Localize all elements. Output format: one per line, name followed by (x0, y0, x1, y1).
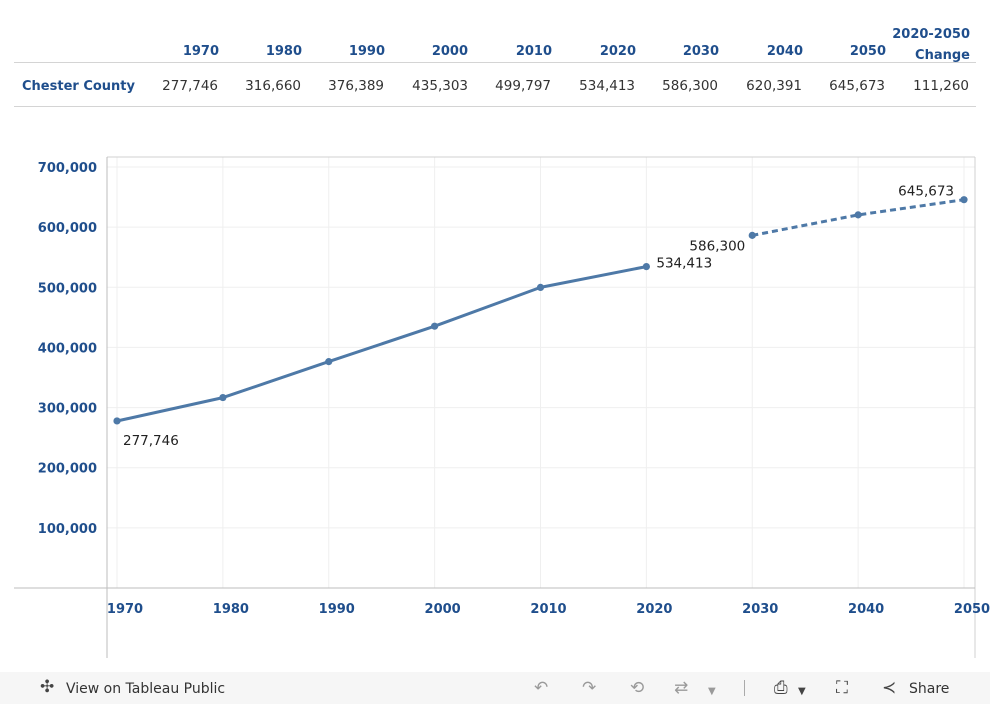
data-point-1970[interactable] (113, 417, 121, 425)
column-header-2020: 2020 (599, 44, 636, 59)
data-point-2050[interactable] (960, 196, 968, 204)
share-icon[interactable]: ≺ (882, 678, 897, 698)
x-tick-label: 2030 (742, 602, 778, 617)
redo-icon[interactable]: ↷ (582, 678, 597, 698)
chevron-down-icon[interactable]: ▼ (708, 686, 716, 697)
download-icon[interactable]: ⎙ (774, 678, 788, 698)
cell-2020: 534,413 (579, 78, 635, 94)
change-header-line1: 2020-2050 (892, 27, 970, 42)
toolbar-separator (744, 680, 745, 696)
x-tick-label: 2000 (425, 602, 461, 617)
cell-1970: 277,746 (162, 78, 218, 94)
x-tick-label: 2020 (636, 602, 672, 617)
x-tick-label: 1990 (319, 602, 355, 617)
data-point-1980[interactable] (219, 393, 227, 402)
y-tick-label: 100,000 (38, 522, 97, 537)
series-line-dashed (752, 198, 965, 237)
y-tick-label: 700,000 (38, 161, 97, 176)
change-header-line2: Change (915, 48, 970, 63)
column-header-2000: 2000 (431, 44, 468, 59)
share-button[interactable]: Share (909, 681, 950, 697)
tableau-toolbar: ✣ View on Tableau Public ↶ ↷ ⟲ ⇄ ▼ ⎙ ▼ ⛶… (0, 672, 990, 704)
cell-2000: 435,303 (412, 78, 468, 94)
data-point-2010[interactable] (536, 283, 545, 292)
data-label-2030: 586,300 (689, 238, 745, 254)
data-table: 1970 1980 1990 2000 2010 2020 2030 2040 … (0, 0, 990, 110)
data-point-2040[interactable] (854, 211, 862, 219)
cell-1990: 376,389 (328, 78, 384, 94)
x-tick-label: 1980 (213, 602, 249, 617)
data-label-1970: 277,746 (123, 433, 179, 449)
y-tick-label: 400,000 (38, 341, 97, 356)
cell-2040: 620,391 (746, 78, 802, 94)
column-header-1980: 1980 (265, 44, 302, 59)
population-line-chart: 100,000 200,000 300,000 400,000 500,000 600,0… (14, 156, 990, 658)
series-lines (113, 196, 968, 425)
data-point-1990[interactable] (325, 358, 333, 366)
data-label-2050: 645,673 (898, 184, 954, 200)
data-label-2020: 534,413 (656, 256, 712, 272)
grid-lines (107, 157, 975, 588)
x-tick-label: 2050 (954, 602, 990, 617)
data-point-2030[interactable] (748, 231, 756, 239)
x-axis: 1970 1980 1990 2000 2010 2020 2030 2040 2050 (107, 602, 990, 617)
column-header-1990: 1990 (348, 44, 385, 59)
undo-icon[interactable]: ↶ (534, 678, 549, 698)
data-point-2000[interactable] (431, 322, 439, 330)
fullscreen-icon[interactable]: ⛶ (836, 678, 848, 698)
y-tick-label: 500,000 (38, 281, 97, 296)
view-on-tableau-link[interactable]: View on Tableau Public (66, 681, 226, 697)
y-tick-label: 300,000 (38, 402, 97, 417)
tableau-logo-icon: ✣ (40, 677, 55, 697)
y-axis: 100,000 200,000 300,000 400,000 500,000 600,0… (38, 161, 97, 537)
header-underline (14, 62, 140, 63)
y-tick-label: 200,000 (38, 462, 97, 477)
data-labels: 277,746 534,413 586,300 645,673 (123, 184, 954, 449)
cell-2030: 586,300 (662, 78, 718, 94)
cell-2050: 645,673 (829, 78, 885, 94)
column-header-2010: 2010 (515, 44, 552, 59)
revert-icon[interactable]: ⟲ (630, 678, 645, 698)
row-label-chester-county: Chester County (22, 79, 135, 94)
download-chevron-icon[interactable]: ▼ (798, 686, 806, 697)
y-tick-label: 600,000 (38, 221, 97, 236)
column-header-2050: 2050 (849, 44, 886, 59)
cell-change: 111,260 (913, 78, 969, 94)
refresh-icon[interactable]: ⇄ (674, 678, 689, 698)
column-header-change: 2020-2050 Change (880, 24, 970, 66)
plot-frame (14, 156, 976, 658)
header-divider (140, 62, 976, 63)
x-tick-label: 1970 (107, 602, 143, 617)
column-header-1970: 1970 (182, 44, 219, 59)
series-line-solid (116, 265, 647, 423)
row-divider (14, 106, 976, 107)
column-header-2040: 2040 (766, 44, 803, 59)
cell-2010: 499,797 (495, 78, 551, 94)
data-point-2020[interactable] (642, 262, 650, 271)
cell-1980: 316,660 (245, 78, 301, 94)
column-header-2030: 2030 (682, 44, 719, 59)
x-tick-label: 2010 (530, 602, 566, 617)
x-tick-label: 2040 (848, 602, 884, 617)
